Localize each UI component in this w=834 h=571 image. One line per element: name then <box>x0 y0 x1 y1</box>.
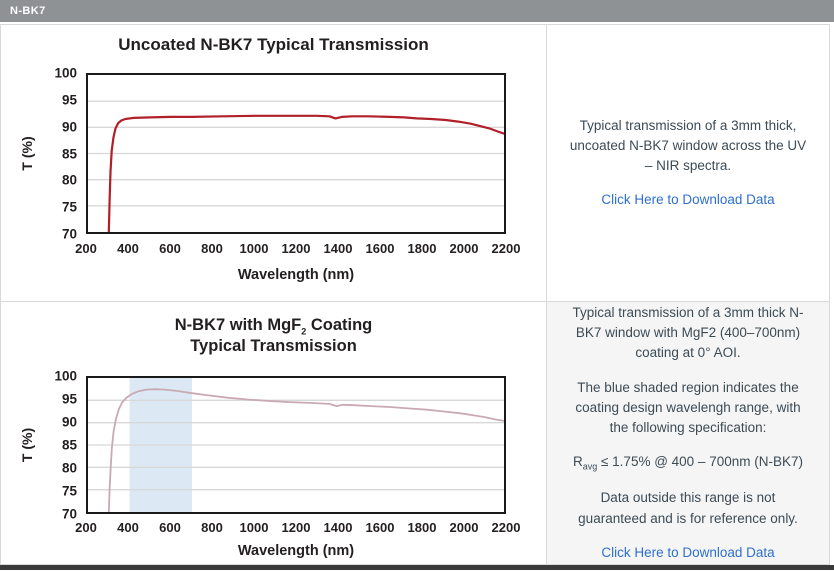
x-tick-label: 800 <box>201 241 223 256</box>
uncoated-description: Typical transmission of a 3mm thick, unc… <box>569 117 807 174</box>
uncoated-description-panel: Typical transmission of a 3mm thick, unc… <box>546 25 829 301</box>
plot-area-coated <box>86 376 506 514</box>
x-tick-label: 1200 <box>281 241 311 256</box>
y-tick-label: 95 <box>61 391 77 407</box>
x-tick-label: 2200 <box>491 241 521 256</box>
uncoated-section: Uncoated N-BK7 Typical Transmission T (%… <box>1 25 829 302</box>
x-tick-label: 1600 <box>365 520 395 535</box>
y-tick-label: 90 <box>61 414 77 430</box>
y-tick-label: 70 <box>61 506 77 522</box>
chart-title-coated-line1: N-BK7 with MgF2 Coating <box>174 316 373 337</box>
x-tick-label: 600 <box>159 241 181 256</box>
x-axis-label: Wavelength (nm) <box>237 543 355 559</box>
y-tick-label: 100 <box>54 65 77 81</box>
y-tick-label: 75 <box>61 199 77 215</box>
chart-title-uncoated: Uncoated N-BK7 Typical Transmission <box>118 35 429 54</box>
x-tick-label: 600 <box>159 520 181 535</box>
bottom-divider-strip <box>0 565 834 570</box>
x-tick-label: 800 <box>201 520 223 535</box>
y-tick-label: 90 <box>61 119 77 135</box>
x-tick-label: 200 <box>75 520 97 535</box>
chart-title-coated: N-BK7 with MgF2 Coating Typical Transmis… <box>1 316 546 356</box>
x-tick-label: 2000 <box>449 241 479 256</box>
coated-chart-panel: N-BK7 with MgF2 Coating Typical Transmis… <box>1 302 546 564</box>
y-tick-label: 75 <box>61 483 77 499</box>
y-axis-ticks: 70 75 80 85 90 95 100 <box>31 369 77 522</box>
coated-description: Typical transmission of a 3mm thick N-BK… <box>572 304 804 361</box>
page-title: N-BK7 <box>10 5 46 17</box>
subscript-avg: avg <box>582 461 598 472</box>
subscript-2: 2 <box>301 326 307 337</box>
x-tick-label: 2000 <box>449 520 479 535</box>
plot-area-uncoated <box>86 73 506 234</box>
y-tick-label: 80 <box>61 172 77 188</box>
x-axis-ticks: 200 400 600 800 1000 1200 1400 1600 1800 2000 2200 <box>75 520 520 536</box>
x-tick-label: 2200 <box>491 520 521 535</box>
y-tick-label: 80 <box>61 460 77 476</box>
coated-section: N-BK7 with MgF2 Coating Typical Transmis… <box>1 302 829 564</box>
x-tick-label: 1000 <box>239 241 269 256</box>
y-tick-label: 70 <box>61 226 77 242</box>
y-tick-label: 100 <box>54 368 77 384</box>
uncoated-download-link[interactable]: Click Here to Download Data <box>601 192 775 208</box>
content-area: Uncoated N-BK7 Typical Transmission T (%… <box>0 24 830 565</box>
coated-shaded-region-note: The blue shaded region indicates the coa… <box>575 379 801 436</box>
coated-description-panel: Typical transmission of a 3mm thick N-BK… <box>546 302 829 564</box>
coated-reference-note: Data outside this range is not guarantee… <box>578 490 798 526</box>
chart-title-coated-line2: Typical Transmission <box>190 336 357 355</box>
x-tick-label: 400 <box>117 520 139 535</box>
x-tick-label: 1400 <box>323 241 353 256</box>
x-tick-label: 200 <box>75 241 97 256</box>
x-tick-label: 1000 <box>239 520 269 535</box>
y-tick-label: 85 <box>61 437 77 453</box>
x-tick-label: 1200 <box>281 520 311 535</box>
y-tick-label: 85 <box>61 146 77 161</box>
x-axis-ticks: 200 400 600 800 1000 1200 1400 1600 1800 2000 2200 <box>75 241 520 257</box>
x-tick-label: 1800 <box>407 241 437 256</box>
y-tick-label: 95 <box>61 92 77 108</box>
x-tick-label: 400 <box>117 241 139 256</box>
page-header-bar: N-BK7 <box>0 0 834 22</box>
uncoated-chart-panel: Uncoated N-BK7 Typical Transmission T (%… <box>1 25 546 301</box>
coating-specification: Ravg ≤ 1.75% @ 400 – 700nm (N-BK7) <box>573 454 803 472</box>
coated-download-link[interactable]: Click Here to Download Data <box>601 544 775 560</box>
y-axis-ticks: 70 75 80 85 90 95 100 <box>31 66 77 242</box>
x-tick-label: 1400 <box>323 520 353 535</box>
x-axis-label: Wavelength (nm) <box>237 267 355 283</box>
x-tick-label: 1800 <box>407 520 437 535</box>
x-tick-label: 1600 <box>365 241 395 256</box>
